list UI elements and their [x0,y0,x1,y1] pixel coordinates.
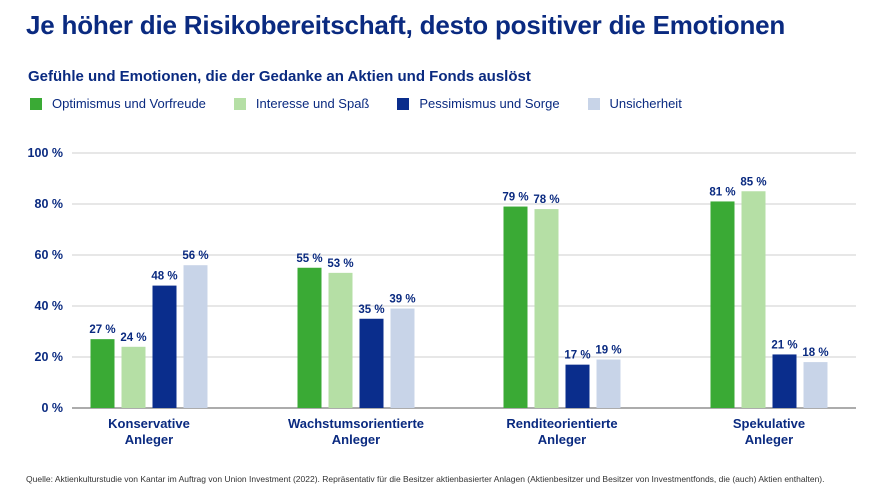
data-label: 39 % [389,294,415,306]
y-tick-label: 40 % [35,299,64,313]
bar [803,362,828,408]
data-label: 81 % [709,186,735,198]
data-label: 78 % [533,194,559,206]
bar [503,206,528,408]
legend-swatch-pessimism [397,97,410,110]
data-label: 19 % [595,345,621,357]
y-tick-label: 60 % [35,248,64,262]
legend-item-pessimism: Pessimismus und Sorge [397,96,560,111]
data-label: 18 % [802,347,828,359]
y-tick-label: 80 % [35,197,64,211]
data-label: 85 % [740,176,766,188]
bar [90,339,115,408]
legend-label-optimism: Optimismus und Vorfreude [52,96,206,111]
y-tick-label: 100 % [28,146,63,160]
bar [534,209,559,408]
x-category-label: Anleger [745,432,793,447]
data-label: 35 % [358,304,384,316]
legend-item-interest: Interesse und Spaß [233,96,370,111]
bar [772,354,797,408]
data-label: 24 % [120,332,146,344]
data-label: 27 % [89,324,115,336]
y-tick-label: 20 % [35,350,64,364]
bar-chart: 0 % 20 % 40 % 60 % 80 % 100 % 27 % 24 % 48 % 56 … [28,146,856,447]
bar [741,191,766,408]
x-category-label: Spekulative [733,416,805,431]
x-category-label: Anleger [332,432,380,447]
legend-swatch-uncertainty [587,97,600,110]
bar [596,359,621,408]
x-category-label: Wachstumsorientierte [288,416,424,431]
legend: Optimismus und Vorfreude Interesse und S… [30,96,710,111]
legend-label-uncertainty: Unsicherheit [609,96,682,111]
bar [297,267,322,408]
data-label: 53 % [327,258,353,270]
bar [390,308,415,408]
legend-swatch-interest [233,97,246,110]
legend-item-optimism: Optimismus und Vorfreude [30,96,206,111]
chart-title: Je höher die Risikobereitschaft, desto p… [26,10,786,40]
legend-swatch-optimism [30,97,42,110]
bars-layer [90,191,828,408]
data-label: 79 % [502,192,528,204]
bar [152,285,177,408]
source-footnote: Quelle: Aktienkulturstudie von Kantar im… [26,474,825,484]
bar [328,272,353,408]
data-label: 17 % [564,350,590,362]
legend-item-uncertainty: Unsicherheit [587,96,682,111]
x-category-label: Konservative [108,416,190,431]
legend-label-pessimism: Pessimismus und Sorge [419,96,560,111]
bar [710,201,735,408]
bar [359,318,384,408]
data-label: 56 % [182,250,208,262]
bar [565,364,590,408]
x-category-label: Anleger [538,432,586,447]
x-category-label: Anleger [125,432,173,447]
chart-subtitle: Gefühle und Emotionen, die der Gedanke a… [28,68,531,85]
data-label: 55 % [296,253,322,265]
data-label: 21 % [771,339,797,351]
legend-label-interest: Interesse und Spaß [255,96,370,111]
bar [121,346,146,408]
data-label: 48 % [151,271,177,283]
bar [183,265,208,408]
x-category-label: Renditeorientierte [506,416,617,431]
y-tick-label: 0 % [41,401,63,415]
